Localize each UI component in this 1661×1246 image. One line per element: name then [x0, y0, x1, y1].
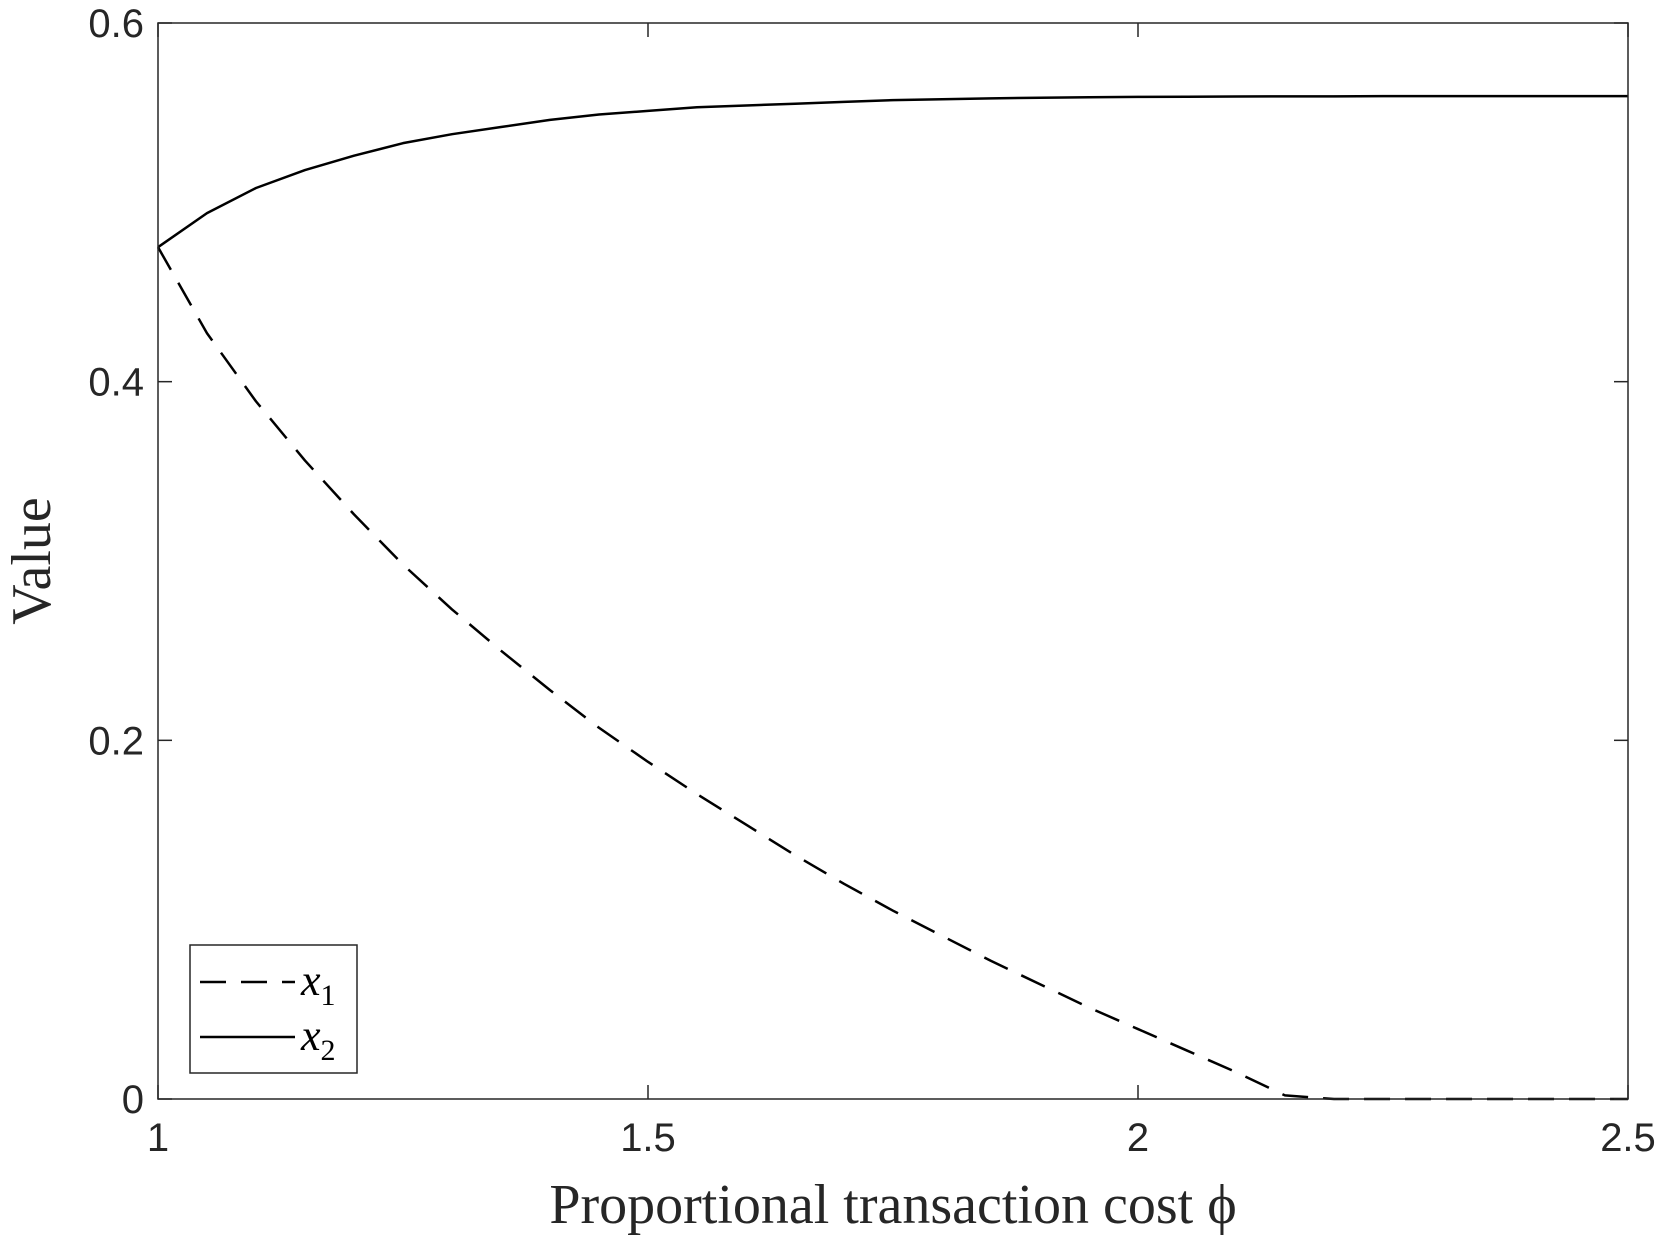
legend-box	[189, 944, 358, 1074]
axes-box	[157, 22, 1629, 1100]
x-tick-label: 2	[1127, 1116, 1149, 1160]
x-tick-label: 1	[147, 1116, 169, 1160]
y-tick-label: 0.6	[88, 2, 144, 46]
ticks-layer: 1 1.5 2 2.5 0 0.2 0.4 0.6	[88, 2, 1655, 1160]
axes-layer	[157, 22, 1629, 1100]
legend-label-x2: x2	[300, 1011, 336, 1067]
y-tick-label: 0.2	[88, 719, 144, 763]
y-tick-label: 0	[122, 1078, 144, 1122]
series-line-x2	[157, 94, 1628, 249]
x-tick-label: 1.5	[620, 1116, 676, 1160]
plot-area	[158, 23, 1628, 1099]
legend-label-x1: x1	[300, 956, 336, 1012]
legend: x1 x2	[189, 944, 358, 1074]
y-tick-label: 0.4	[88, 361, 144, 405]
y-axis-label: Value	[1, 497, 63, 625]
x-axis-label: Proportional transaction cost ϕ	[549, 1174, 1236, 1236]
x-tick-label: 2.5	[1600, 1116, 1656, 1160]
